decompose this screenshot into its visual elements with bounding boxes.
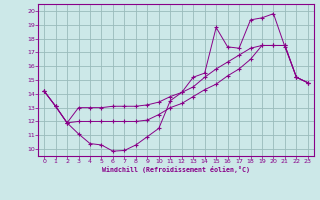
X-axis label: Windchill (Refroidissement éolien,°C): Windchill (Refroidissement éolien,°C)	[102, 166, 250, 173]
